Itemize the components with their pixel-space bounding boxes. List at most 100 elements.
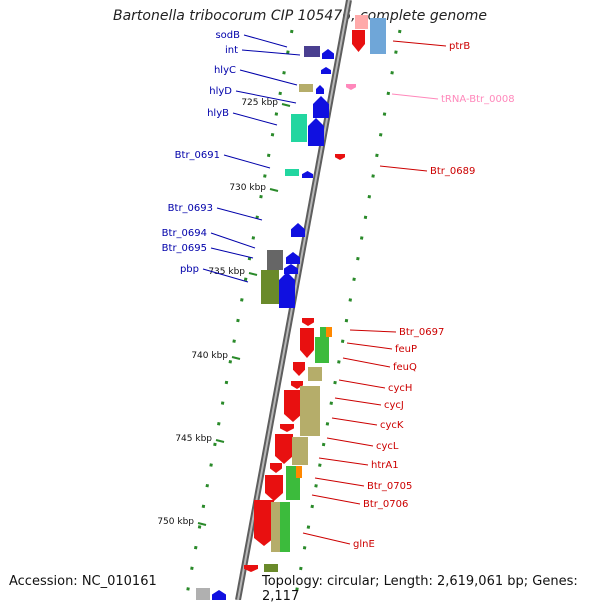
gene-label-line <box>311 494 361 505</box>
trna-gene <box>346 84 356 90</box>
gene-label-line <box>334 397 382 406</box>
gene-label-line <box>239 69 298 86</box>
gene-label-Btr_0694: Btr_0694 <box>162 228 207 239</box>
gene-label-cycH: cycH <box>388 383 412 394</box>
gene-label-line <box>241 49 301 56</box>
gene-label-Btr_0689: Btr_0689 <box>430 166 475 177</box>
gene-label-line <box>223 154 271 169</box>
gene-label-line <box>342 357 391 368</box>
gene-label-line <box>302 532 351 545</box>
gene-label-line <box>235 90 297 104</box>
scale-tick-label: 740 kbp <box>191 351 228 361</box>
bottom-gene <box>212 590 226 600</box>
ptrB-domain <box>370 18 386 54</box>
gene-label-cycJ: cycJ <box>384 400 404 411</box>
gene-label-line <box>210 247 254 259</box>
gene-label-pbp: pbp <box>180 264 199 275</box>
scale-tick-label: 750 kbp <box>157 517 194 527</box>
scale-tick <box>269 188 279 192</box>
hlyB-gene-1 <box>313 96 329 118</box>
Btr_0697-gene <box>302 318 314 326</box>
gene-label-line <box>331 417 378 426</box>
next-gene <box>244 565 258 572</box>
genome-title: Bartonella tribocorum CIP 105476, comple… <box>112 8 488 24</box>
gene-label-feuQ: feuQ <box>393 362 417 373</box>
gene-label-hlyD: hlyD <box>209 86 232 97</box>
gene-label-cycL: cycL <box>376 441 399 452</box>
scale-tick <box>248 272 258 276</box>
gene-label-line <box>326 437 374 447</box>
hlyD-gene <box>316 85 324 94</box>
glnE-tail <box>264 564 278 572</box>
gene-label-line <box>210 232 256 249</box>
inner-dotted-ring <box>293 29 402 600</box>
gene-label-line <box>392 40 447 47</box>
gene-label-line <box>338 379 386 389</box>
glnE-gene <box>254 500 274 546</box>
feuQ-domain <box>308 367 322 381</box>
hlyD-domain <box>299 84 313 92</box>
gene-label-sodB: sodB <box>215 30 240 41</box>
Btr_0705-orange <box>296 466 302 478</box>
pbp-gene <box>279 272 295 308</box>
scale-ticks: 725 kbp 730 kbp 735 kbp 740 kbp 745 kbp 750 k… <box>157 98 291 527</box>
glnE-domain-2 <box>280 502 290 552</box>
gene-label-line <box>202 268 249 283</box>
scale-tick-label: 725 kbp <box>241 98 278 108</box>
gene-features <box>196 15 386 600</box>
htrA1-gene <box>270 463 282 473</box>
Btr_0694-gene <box>286 252 300 264</box>
scale-tick-label: 745 kbp <box>175 434 212 444</box>
gene-label-line <box>318 457 369 466</box>
gene-label-glnE: glnE <box>353 539 375 550</box>
gene-label-Btr_0695: Btr_0695 <box>162 243 207 254</box>
gene-label-feuP: feuP <box>395 344 417 355</box>
gene-label-Btr_0706: Btr_0706 <box>363 499 408 510</box>
cycK-gene <box>280 424 294 432</box>
Btr_0695-gene <box>284 264 298 274</box>
gene-label-hlyC: hlyC <box>214 65 236 76</box>
gene-label-line <box>216 207 263 221</box>
gene-label-line <box>379 165 428 172</box>
Btr_0691-domain <box>285 169 299 176</box>
sodB-domain <box>304 46 320 57</box>
gene-label-Btr_0705: Btr_0705 <box>367 481 412 492</box>
Btr_0689-gene <box>335 154 345 160</box>
accession-label: Accession: NC_010161 <box>9 574 157 589</box>
gene-label-line <box>391 93 439 100</box>
gene-label-cycK: cycK <box>380 420 404 431</box>
gene-label-line <box>243 34 288 48</box>
hlyC-gene <box>321 67 331 74</box>
pbp-domain <box>261 270 279 304</box>
cycL-domain <box>292 437 308 465</box>
Btr_0693-gene <box>291 223 305 237</box>
gene-label-htrA1: htrA1 <box>371 460 399 471</box>
Btr_0691-gene <box>302 171 313 178</box>
scale-tick <box>281 103 291 107</box>
gene-label-tRNA-Btr_0008: tRNA-Btr_0008 <box>441 94 515 105</box>
scale-tick-label: 735 kbp <box>208 267 245 277</box>
Btr_0697-orange <box>326 327 332 337</box>
bottom-domain <box>196 588 210 600</box>
scale-tick <box>197 522 207 526</box>
gene-label-line <box>349 329 397 333</box>
gene-label-Btr_0691: Btr_0691 <box>175 150 220 161</box>
gene-label-Btr_0693: Btr_0693 <box>168 203 213 214</box>
ptrB-region <box>355 15 368 29</box>
gene-label-line <box>346 342 393 350</box>
gene-label-int: int <box>225 45 238 56</box>
cycJ-gene <box>284 390 302 422</box>
gene-labels: sodB int hlyC hlyD hlyB Btr_0691 Btr_0693 Btr_0… <box>162 30 515 550</box>
scale-tick <box>215 439 225 443</box>
outer-dotted-ring <box>184 29 294 600</box>
gene-label-ptrB: ptrB <box>449 41 470 52</box>
gene-label-line <box>314 477 365 487</box>
feuP-gene <box>300 328 314 358</box>
ptrB-gene <box>352 30 365 52</box>
hlyB-gene-2 <box>308 118 324 146</box>
cycJ-domain <box>300 386 320 436</box>
scale-tick-label: 730 kbp <box>229 183 266 193</box>
gene-label-Btr_0697: Btr_0697 <box>399 327 444 338</box>
int-gene <box>322 49 334 59</box>
